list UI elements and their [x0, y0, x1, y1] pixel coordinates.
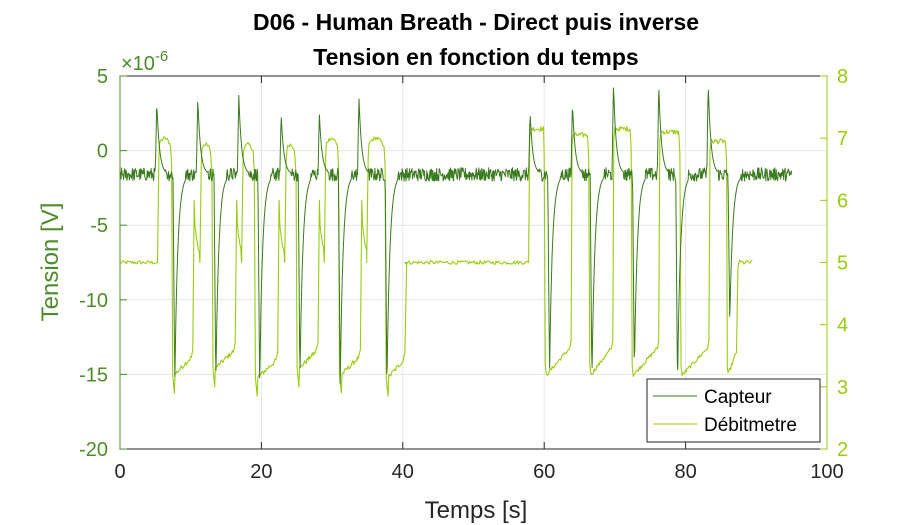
y-axis-label: Tension [V]: [37, 203, 64, 322]
y-tick-label-left: -5: [90, 215, 108, 237]
x-tick-label: 20: [250, 461, 272, 483]
chart-title: D06 - Human Breath - Direct puis inverse: [253, 9, 699, 35]
y-exponent-label: ×10-6: [121, 48, 168, 75]
x-tick-label: 60: [533, 461, 555, 483]
y-tick-label-right: 3: [837, 377, 848, 399]
series-line-debitmetre: [119, 126, 753, 397]
legend-label-debitmetre: Débitmetre: [704, 415, 797, 436]
legend-box: [646, 378, 821, 443]
y-tick-label-right: 5: [837, 253, 848, 275]
x-tick-label: 40: [392, 461, 414, 483]
y-tick-label-left: -10: [79, 290, 108, 312]
y-tick-label-right: 7: [837, 128, 848, 150]
y-tick-label-left: 0: [97, 141, 108, 163]
x-tick-label: 0: [114, 461, 125, 483]
y-tick-label-right: 4: [837, 315, 848, 337]
y-tick-label-right: 2: [837, 439, 848, 461]
y-tick-label-left: -15: [79, 364, 108, 386]
y-axis-left: -20 -15 -10 -5 0 5: [79, 66, 127, 461]
legend: Capteur Débitmetre: [646, 378, 821, 443]
y-axis-right: 2 3 4 5 6 7 8: [820, 66, 848, 461]
x-tick-label: 80: [674, 461, 696, 483]
x-tick-label: 100: [810, 461, 843, 483]
x-axis: 0 20 40 60 80 100: [114, 76, 844, 483]
chart-subtitle: Tension en fonction du temps: [313, 44, 638, 70]
series-layer: [119, 87, 793, 397]
y-tick-label-left: 5: [97, 66, 108, 88]
y-tick-label-right: 6: [837, 190, 848, 212]
series-line-capteur: [119, 87, 793, 384]
x-axis-label: Temps [s]: [425, 497, 528, 524]
y-tick-label-left: -20: [79, 439, 108, 461]
legend-label-capteur: Capteur: [704, 387, 772, 408]
y-tick-label-right: 8: [837, 66, 848, 88]
